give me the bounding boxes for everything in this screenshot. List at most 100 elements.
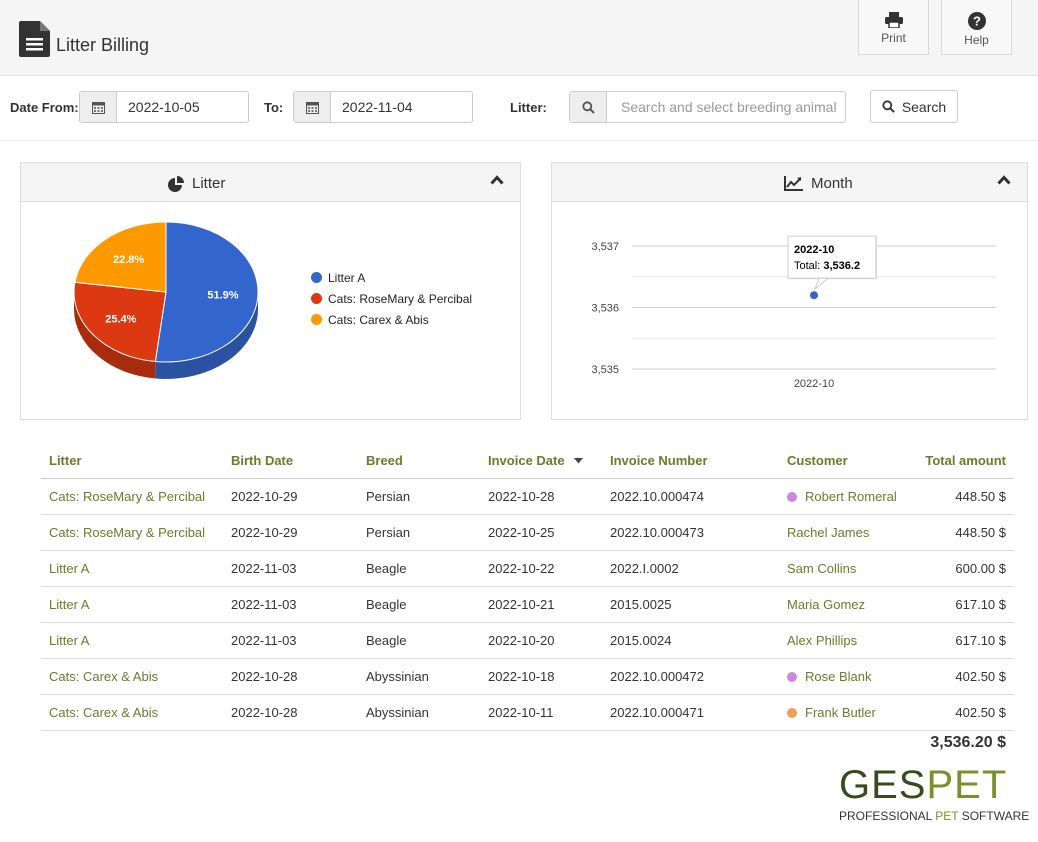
cell-invoice-date: 2022-10-20 — [488, 633, 555, 648]
search-button[interactable]: Search — [870, 90, 958, 123]
tooltip-label: Total: — [794, 260, 823, 272]
cell-customer[interactable]: Maria Gomez — [787, 587, 865, 622]
cell-customer[interactable]: Frank Butler — [787, 695, 876, 730]
customer-name: Sam Collins — [787, 561, 857, 576]
pie-slice[interactable] — [154, 221, 259, 363]
cell-litter[interactable]: Cats: Carex & Abis — [49, 669, 159, 684]
cell-litter[interactable]: Cats: RoseMary & Percibal — [49, 489, 206, 504]
print-label: Print — [881, 31, 906, 45]
pie-slice[interactable] — [73, 281, 167, 363]
legend-item[interactable]: Litter A — [311, 267, 472, 288]
cell-invoice-number: 2022.10.000474 — [610, 489, 704, 504]
calendar-icon[interactable] — [80, 92, 117, 122]
legend-swatch — [311, 293, 322, 304]
cell-invoice-number: 2022.10.000472 — [610, 669, 704, 684]
cell-invoice-number: 2022.10.000471 — [610, 705, 704, 720]
legend-item[interactable]: Cats: Carex & Abis — [311, 309, 472, 330]
litter-search-input[interactable]: Search and select breeding animal — [569, 91, 846, 123]
cell-customer[interactable]: Robert Romeral — [787, 479, 897, 514]
cell-total-amount: 402.50 $ — [955, 705, 1006, 720]
date-from-label: Date From: — [10, 100, 79, 115]
pie-slice-side — [74, 292, 156, 379]
cell-litter[interactable]: Cats: Carex & Abis — [49, 705, 159, 720]
cell-litter[interactable]: Litter A — [49, 633, 90, 648]
legend-swatch — [311, 314, 322, 325]
date-from-value: 2022-10-05 — [128, 99, 200, 115]
header-invoice-date-label: Invoice Date — [488, 453, 565, 468]
cell-total-amount: 600.00 $ — [955, 561, 1006, 576]
header-invoice-number[interactable]: Invoice Number — [610, 453, 708, 468]
cell-customer[interactable]: Rachel James — [787, 515, 869, 550]
cell-birth-date: 2022-11-03 — [231, 597, 297, 612]
tooltip-value: 3,536.2 — [823, 260, 860, 272]
cell-total-amount: 448.50 $ — [955, 525, 1006, 540]
chevron-up-icon[interactable] — [997, 175, 1011, 185]
table-row[interactable]: Litter A 2022-11-03 Beagle 2022-10-21 2015.0… — [41, 587, 1014, 623]
cell-total-amount: 402.50 $ — [955, 669, 1006, 684]
cell-invoice-date: 2022-10-11 — [488, 705, 554, 720]
cell-invoice-date: 2022-10-22 — [488, 561, 555, 576]
customer-name: Frank Butler — [805, 705, 876, 720]
header-total-amount[interactable]: Total amount — [925, 453, 1006, 468]
header-invoice-date[interactable]: Invoice Date — [488, 444, 583, 478]
cell-customer[interactable]: Alex Phillips — [787, 623, 857, 658]
cell-invoice-date: 2022-10-18 — [488, 669, 555, 684]
cell-birth-date: 2022-11-03 — [231, 561, 297, 576]
document-icon — [19, 21, 50, 57]
logo-tagline-c: SOFTWARE — [958, 809, 1030, 823]
grand-total: 3,536.20 $ — [930, 734, 1006, 751]
search-button-label: Search — [901, 98, 947, 115]
data-point[interactable] — [809, 290, 819, 301]
cell-litter[interactable]: Litter A — [49, 561, 90, 576]
logo-ges: GES — [839, 763, 927, 807]
cell-total-amount: 617.10 $ — [955, 633, 1006, 648]
cell-invoice-number: 2015.0025 — [610, 597, 672, 612]
header-litter[interactable]: Litter — [49, 453, 82, 468]
date-from-field[interactable]: 2022-10-05 — [79, 91, 249, 123]
header-birth-date[interactable]: Birth Date — [231, 453, 294, 468]
pie-slice[interactable] — [74, 221, 167, 293]
calendar-icon[interactable] — [294, 92, 331, 122]
customer-status-dot — [787, 672, 797, 682]
legend-label: Litter A — [328, 270, 366, 285]
cell-birth-date: 2022-10-28 — [231, 669, 298, 684]
cell-birth-date: 2022-11-03 — [231, 633, 297, 648]
litter-label: Litter: — [510, 100, 547, 115]
customer-name: Robert Romeral — [805, 489, 897, 504]
cell-customer[interactable]: Sam Collins — [787, 551, 856, 586]
header-breed[interactable]: Breed — [366, 453, 403, 468]
pie-slice-label: 22.8% — [113, 254, 144, 266]
x-tick-label: 2022-10 — [794, 378, 834, 390]
question-circle-icon: ? — [967, 12, 986, 30]
cell-customer[interactable]: Rose Blank — [787, 659, 871, 694]
tooltip-body: Total: 3,536.2 — [794, 260, 860, 272]
filter-bar: Date From: 2022-10-05 To: 2022-11-04 Lit… — [0, 76, 1038, 141]
legend-item[interactable]: Cats: RoseMary & Percibal — [311, 288, 472, 309]
legend-swatch — [311, 272, 322, 283]
table-row[interactable]: Cats: Carex & Abis 2022-10-28 Abyssinian 20… — [41, 695, 1014, 731]
cell-invoice-number: 2022.10.000473 — [610, 525, 704, 540]
month-panel-header: Month — [552, 163, 1027, 202]
table-row[interactable]: Cats: Carex & Abis 2022-10-28 Abyssinian 20… — [41, 659, 1014, 695]
svg-text:?: ? — [973, 14, 981, 29]
cell-breed: Beagle — [366, 597, 407, 612]
cell-litter[interactable]: Litter A — [49, 597, 90, 612]
cell-breed: Abyssinian — [366, 669, 429, 684]
help-button[interactable]: ? Help — [941, 0, 1012, 55]
table-row[interactable]: Litter A 2022-11-03 Beagle 2022-10-20 2015.0… — [41, 623, 1014, 659]
table-row[interactable]: Cats: RoseMary & Percibal 2022-10-29 Persi… — [41, 479, 1014, 515]
table-row[interactable]: Litter A 2022-11-03 Beagle 2022-10-22 2022.I… — [41, 551, 1014, 587]
print-button[interactable]: Print — [858, 0, 929, 55]
cell-invoice-date: 2022-10-25 — [488, 525, 555, 540]
billing-table: Litter Birth Date Breed Invoice Date Inv… — [41, 444, 1014, 731]
table-row[interactable]: Cats: RoseMary & Percibal 2022-10-29 Persi… — [41, 515, 1014, 551]
chevron-up-icon[interactable] — [490, 175, 504, 185]
cell-invoice-number: 2022.I.0002 — [610, 561, 679, 576]
cell-birth-date: 2022-10-29 — [231, 489, 298, 504]
date-to-field[interactable]: 2022-11-04 — [293, 91, 473, 123]
top-bar: Litter Billing Print ? Help — [0, 0, 1038, 76]
header-customer[interactable]: Customer — [787, 453, 848, 468]
cell-invoice-date: 2022-10-21 — [488, 597, 555, 612]
cell-litter[interactable]: Cats: RoseMary & Percibal — [49, 525, 206, 540]
tooltip-box — [787, 235, 877, 279]
